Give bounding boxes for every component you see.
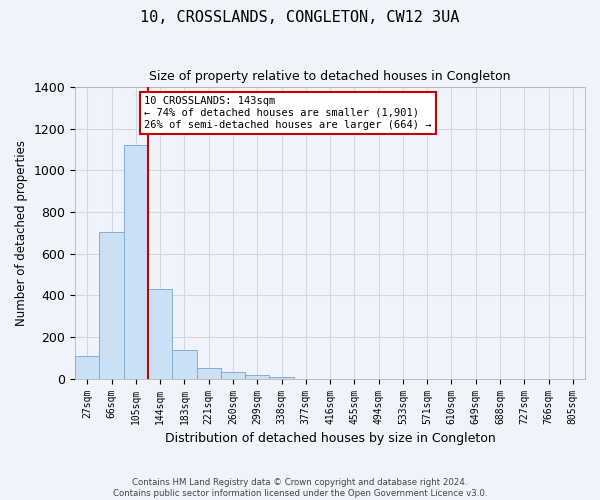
Title: Size of property relative to detached houses in Congleton: Size of property relative to detached ho…	[149, 70, 511, 83]
Y-axis label: Number of detached properties: Number of detached properties	[15, 140, 28, 326]
Bar	[75, 356, 100, 378]
Bar	[197, 368, 221, 378]
Bar	[124, 146, 148, 378]
Bar	[245, 375, 269, 378]
Text: 10 CROSSLANDS: 143sqm
← 74% of detached houses are smaller (1,901)
26% of semi-d: 10 CROSSLANDS: 143sqm ← 74% of detached …	[145, 96, 432, 130]
Text: Contains HM Land Registry data © Crown copyright and database right 2024.
Contai: Contains HM Land Registry data © Crown c…	[113, 478, 487, 498]
X-axis label: Distribution of detached houses by size in Congleton: Distribution of detached houses by size …	[165, 432, 496, 445]
Bar	[100, 232, 124, 378]
Bar	[269, 376, 293, 378]
Bar	[221, 372, 245, 378]
Bar	[148, 289, 172, 378]
Bar	[172, 350, 197, 378]
Text: 10, CROSSLANDS, CONGLETON, CW12 3UA: 10, CROSSLANDS, CONGLETON, CW12 3UA	[140, 10, 460, 25]
